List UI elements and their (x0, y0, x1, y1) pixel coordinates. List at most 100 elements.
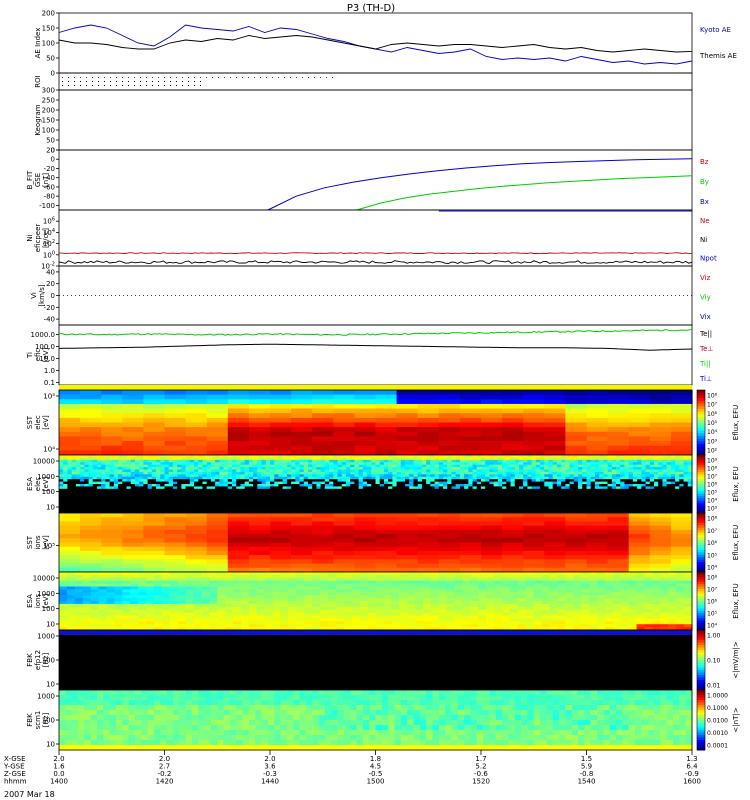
sst-e-cell (628, 390, 651, 396)
esa-e-cell (434, 484, 440, 488)
esa-e-cell (603, 459, 609, 463)
esa-e-cell (202, 479, 208, 483)
esa-e-cell (206, 510, 212, 514)
esa-e-cell (160, 488, 166, 492)
esa-e-cell (164, 471, 170, 475)
esa-e-cell (248, 479, 254, 483)
esa-e-cell (371, 503, 377, 507)
esa-e-cell (67, 508, 73, 512)
sst-i-cell (248, 546, 271, 552)
esa-e-cell (687, 474, 693, 478)
sst-e-cell (417, 427, 440, 433)
esa-e-cell (151, 493, 157, 497)
esa-e-cell (270, 469, 275, 473)
esa-e-cell (666, 500, 672, 504)
esa-e-cell (358, 479, 364, 483)
esa-e-cell (624, 505, 630, 509)
esa-e-cell (265, 481, 271, 485)
esa-e-cell (472, 464, 478, 468)
esa-e-cell (687, 457, 693, 461)
esa-i-cell (177, 603, 187, 608)
esa-e-cell (544, 505, 550, 509)
sst-i-cell (185, 546, 208, 552)
esa-e-cell (270, 488, 275, 492)
esa-e-cell (295, 462, 301, 466)
esa-e-cell (367, 496, 372, 500)
esa-e-cell (590, 455, 596, 459)
sst-i-cell (333, 525, 355, 531)
esa-e-cell (67, 496, 73, 500)
sst-e-cell (270, 399, 292, 405)
sst-e-cell (649, 408, 672, 414)
esa-e-cell (248, 508, 254, 512)
esa-e-cell (278, 479, 284, 483)
esa-e-cell (527, 474, 533, 478)
roi-dot (182, 77, 183, 78)
esa-e-cell (291, 467, 296, 471)
esa-e-cell (628, 488, 634, 492)
esa-e-cell (523, 505, 529, 509)
sst-e-cell (185, 436, 208, 442)
esa-e-cell (59, 503, 64, 507)
esa-e-cell (181, 459, 187, 463)
esa-e-cell (578, 455, 583, 459)
esa-e-cell (523, 462, 529, 466)
esa-e-cell (443, 476, 448, 480)
sst-e-cell (80, 431, 102, 438)
sst-e-cell (565, 403, 588, 410)
sst-e-cell (354, 394, 377, 400)
esa-e-cell (552, 496, 558, 500)
esa-e-cell (278, 476, 284, 480)
esa-e-cell (198, 471, 204, 475)
esa-e-cell (274, 493, 280, 497)
esa-e-cell (421, 464, 427, 468)
esa-e-cell (396, 455, 402, 459)
esa-e-cell (219, 500, 225, 504)
esa-e-cell (561, 493, 566, 497)
esa-e-cell (345, 510, 351, 514)
esa-e-cell (400, 496, 406, 500)
esa-e-cell (101, 467, 107, 471)
esa-e-cell (316, 457, 322, 461)
sst-e-cell (291, 413, 313, 419)
sst-i-cell (523, 529, 545, 535)
esa-e-cell (670, 510, 676, 514)
sst-i-cell (459, 521, 482, 527)
esa-e-cell (447, 455, 453, 459)
esa-i-cell (114, 580, 123, 585)
esa-e-cell (675, 455, 680, 459)
esa-e-cell (375, 481, 381, 485)
esa-e-cell (329, 488, 334, 492)
esa-e-cell (109, 486, 115, 490)
esa-e-cell (400, 467, 406, 471)
sst-i-cell (481, 529, 503, 535)
esa-e-cell (286, 479, 292, 483)
esa-e-cell (565, 491, 571, 495)
esa-e-cell (105, 476, 111, 480)
esa-e-cell (400, 486, 406, 490)
esa-e-cell (421, 510, 427, 514)
esa-e-cell (658, 471, 664, 475)
sst-i-cell (459, 559, 482, 565)
esa-e-cell (118, 481, 123, 485)
esa-e-cell (417, 493, 423, 497)
esa-e-cell (573, 488, 579, 492)
esa-e-cell (189, 496, 195, 500)
esa-e-cell (645, 498, 651, 502)
sst-i-cell (59, 525, 81, 531)
esa-e-cell (489, 479, 495, 483)
esa-e-cell (113, 481, 119, 485)
sst-e-cell (438, 436, 461, 442)
esa-e-cell (261, 469, 267, 473)
esa-i-cell (114, 606, 123, 611)
esa-e-cell (683, 464, 689, 468)
sst-i-cell (354, 521, 377, 527)
esa-e-cell (434, 462, 440, 466)
sst-i-cell (396, 550, 419, 556)
esa-e-cell (510, 503, 516, 507)
esa-e-cell (122, 476, 128, 480)
sst-i-cell (80, 521, 102, 527)
esa-e-cell (210, 476, 216, 480)
esa-e-cell (459, 457, 465, 461)
esa-e-cell (523, 471, 529, 475)
